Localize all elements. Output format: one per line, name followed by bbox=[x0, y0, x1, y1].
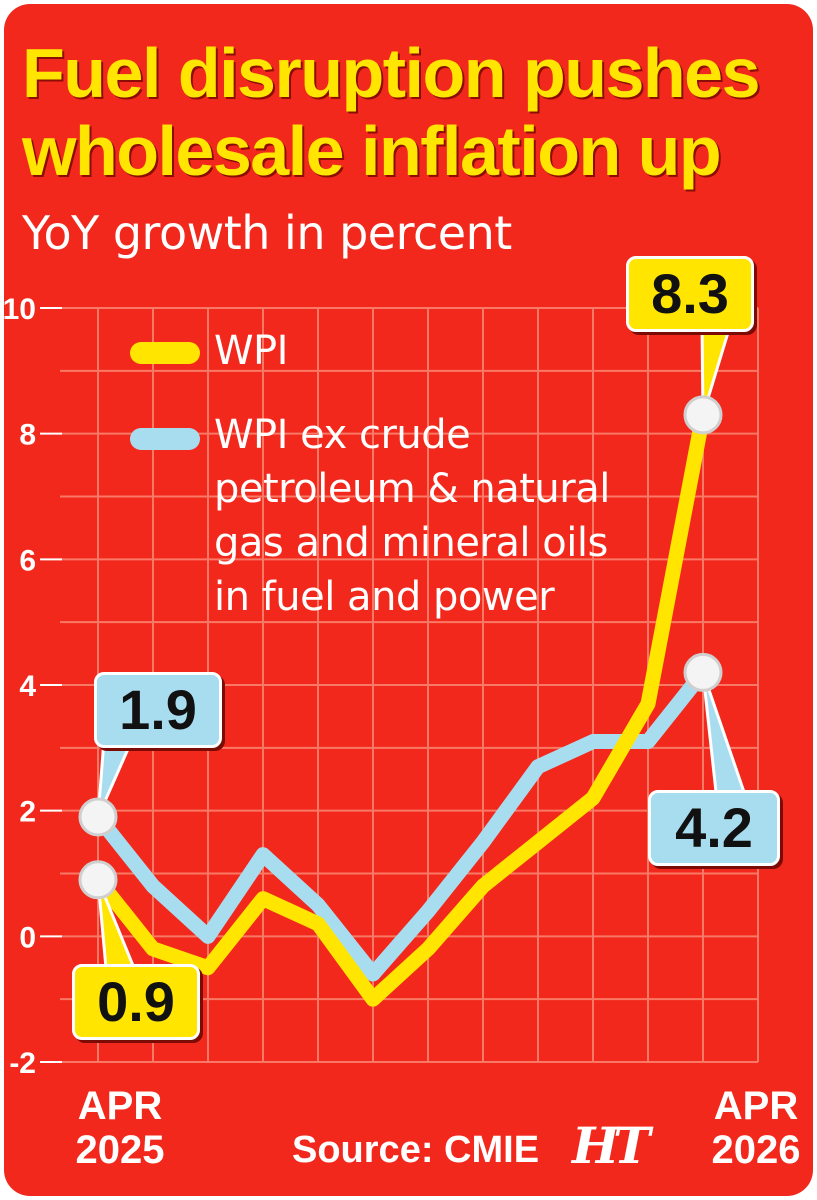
callout-wpi-end: 8.3 bbox=[626, 256, 754, 332]
series-line-1 bbox=[90, 664, 711, 982]
y-tick-label-3: 4 bbox=[19, 670, 36, 703]
callout-wpi-start: 0.9 bbox=[72, 964, 200, 1040]
legend-label-wpi: WPI bbox=[214, 328, 288, 374]
marker-point-3 bbox=[683, 652, 723, 692]
marker-points bbox=[78, 395, 723, 900]
marker-point-2 bbox=[683, 395, 723, 435]
x-label-start-month: APR bbox=[77, 1084, 163, 1128]
x-label-end: APR 2026 bbox=[698, 1084, 814, 1172]
legend-swatch-wpi-ex bbox=[130, 428, 200, 450]
series-lines bbox=[90, 407, 711, 1007]
y-tick-label-6: 10 bbox=[3, 293, 36, 326]
y-tick-label-0: -2 bbox=[9, 1047, 36, 1080]
x-label-end-year: 2026 bbox=[711, 1128, 801, 1172]
chart-title: Fuel disruption pushes wholesale inflati… bbox=[22, 34, 761, 190]
y-tick-label-4: 6 bbox=[19, 544, 36, 577]
y-tick-label-1: 0 bbox=[19, 921, 36, 954]
x-label-end-month: APR bbox=[713, 1084, 799, 1128]
series-line-0 bbox=[90, 407, 711, 1007]
callout-wpi-ex-end: 4.2 bbox=[648, 790, 780, 866]
source-note: Source: CMIE bbox=[292, 1129, 540, 1171]
y-tick-label-5: 8 bbox=[19, 419, 36, 452]
x-label-start-year: 2025 bbox=[75, 1128, 165, 1172]
marker-point-1 bbox=[78, 797, 118, 837]
marker-point-0 bbox=[78, 860, 118, 900]
legend-swatch-wpi bbox=[130, 342, 200, 364]
y-tick-label-2: 2 bbox=[19, 796, 36, 829]
y-ticks: -2 0 2 4 6 8 10 bbox=[3, 293, 62, 1080]
chart-subtitle: YoY growth in percent bbox=[22, 206, 512, 260]
ht-logo: HT bbox=[572, 1116, 650, 1175]
callout-wpi-ex-start: 1.9 bbox=[94, 672, 222, 748]
legend-label-wpi-ex: WPI ex crude petroleum & natural gas and… bbox=[214, 412, 610, 620]
x-label-start: APR 2025 bbox=[62, 1084, 178, 1172]
